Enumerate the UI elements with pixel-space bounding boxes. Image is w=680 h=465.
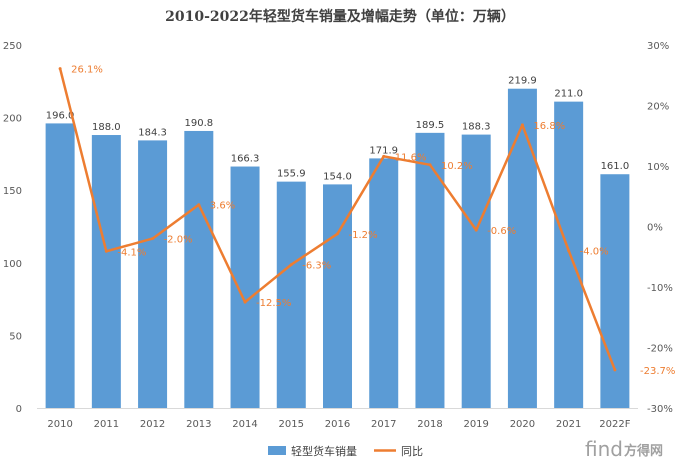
watermark-site-text: 方得网 [624,443,663,459]
bar [138,140,168,408]
x-tick-label: 2011 [94,419,119,430]
line-value-label: 10.2% [441,161,473,172]
y-left-tick-label: 150 [3,186,22,197]
y-right-tick-label: -30% [647,404,673,415]
y-left-tick-label: 250 [3,41,22,52]
x-tick-label: 2015 [279,419,304,430]
line-value-label: -4.1% [117,247,146,258]
legend-bar-label: 轻型货车销量 [291,444,357,458]
bar-value-label: 189.5 [416,120,445,131]
y-right-tick-label: 10% [647,162,669,173]
bar [184,130,214,408]
bar [461,134,491,409]
legend-line-label: 同比 [401,445,423,458]
bar-value-label: 190.8 [184,118,213,129]
line-point [428,163,432,167]
plot-area: 0 50 100 150 200 250 -30% -20% -10% 0% 10% 20% 30% 20… [3,41,675,430]
x-tick-label: 2010 [47,419,72,430]
bar-value-label: 219.9 [508,76,537,87]
x-tick-label: 2016 [325,419,350,430]
bar [45,123,75,409]
line-point [336,232,339,236]
line-point [289,263,293,267]
line-point [474,228,478,232]
line-point [151,237,155,241]
line-point [613,368,617,372]
line-value-label: -23.7% [640,366,675,377]
line-point [58,67,62,71]
watermark-logo: find 方得网 [585,437,663,461]
chart-title: 2010-2022年轻型货车销量及增幅走势（单位：万辆） [165,8,515,25]
x-tick-label: 2021 [556,419,581,430]
line-point [567,249,571,253]
x-tick-label: 2022F [599,419,630,430]
y-left-tick-label: 50 [9,331,22,342]
bar [507,88,537,408]
line-value-label: 26.1% [71,65,103,76]
x-tick-label: 2019 [463,419,488,430]
x-tick-label: 2012 [140,419,165,430]
bar-value-label: 161.0 [601,161,630,172]
x-tick-label: 2013 [186,419,211,430]
bar-value-label: 171.9 [369,145,398,156]
line-point [197,203,201,207]
y-left-tick-label: 100 [3,259,22,270]
line-value-label: 16.8% [533,121,565,132]
y-right-tick-label: 20% [647,102,669,113]
line-value-label: -12.5% [256,298,291,309]
bar-value-label: 155.9 [277,169,306,180]
line-value-label: -1.2% [349,230,378,241]
bar [369,158,399,408]
y-right-tick-label: 0% [647,223,663,234]
bar-value-label: 154.0 [323,171,352,182]
bar-value-label: 166.3 [231,154,260,165]
line-point [382,154,386,158]
bar-value-label: 211.0 [554,89,583,100]
line-value-label: -4.0% [580,247,609,258]
y-right-tick-label: -20% [647,344,673,355]
line-value-label: -6.3% [302,261,331,272]
x-tick-label: 2017 [371,419,396,430]
line-value-label: -0.6% [487,226,516,237]
bar-value-label: 184.3 [138,127,167,138]
line-point [520,123,524,127]
bar-value-label: 188.0 [92,122,121,133]
line-value-label: -2.0% [164,235,193,246]
x-tick-label: 2014 [232,419,257,430]
y-right-tick-label: 30% [647,41,669,52]
x-tick-label: 2020 [510,419,535,430]
y-right-tick-label: -10% [647,283,673,294]
y-left-tick-label: 200 [3,114,22,125]
bar [91,135,121,409]
bar-value-label: 188.3 [462,122,491,133]
line-value-label: 11.6% [395,152,427,163]
watermark-logo-text: find [585,437,623,461]
legend-bar-swatch [268,446,286,455]
bar [554,101,584,409]
bar [323,184,352,408]
line-point [243,300,247,304]
x-tick-label: 2018 [417,419,442,430]
y-left-tick-label: 0 [16,404,22,415]
bar [600,174,630,408]
bar-value-label: 196.0 [46,110,75,121]
line-point [104,249,108,253]
bar [276,181,306,408]
bar [415,132,445,408]
bar [230,166,260,408]
line-value-label: 3.6% [210,201,235,212]
legend: 轻型货车销量 同比 [268,444,423,458]
